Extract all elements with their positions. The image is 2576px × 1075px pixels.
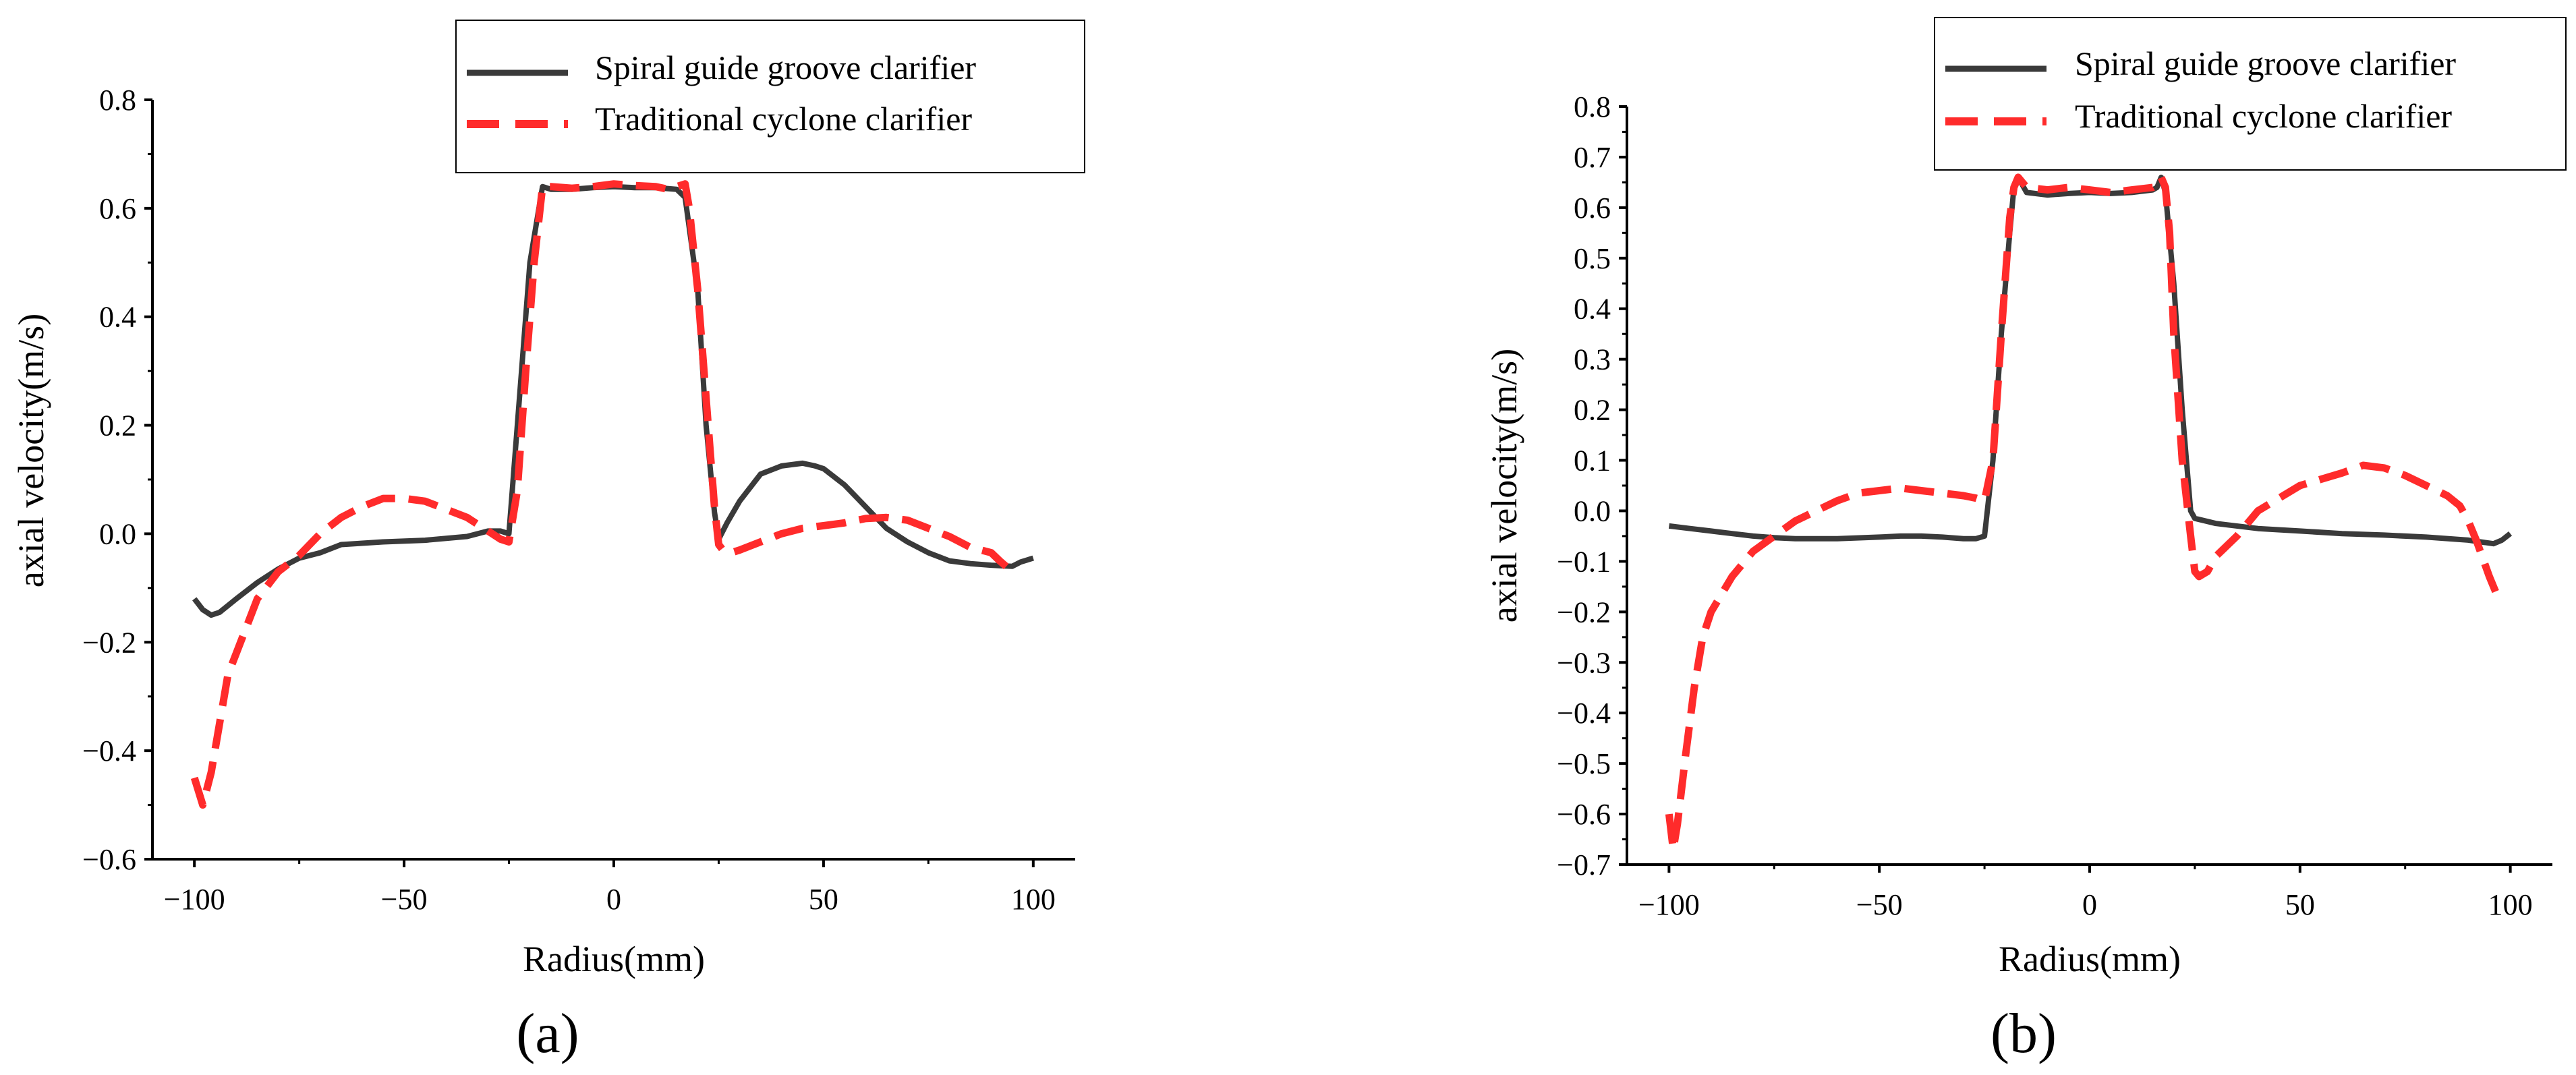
legend-box xyxy=(455,20,1085,173)
x-tick-label: 100 xyxy=(1011,883,1056,916)
y-tick-label: 0.0 xyxy=(99,517,136,550)
y-tick-label: −0.6 xyxy=(1557,798,1611,831)
y-tick-label: −0.1 xyxy=(1557,545,1611,578)
series-traditional-line xyxy=(190,180,1015,809)
series-group xyxy=(190,180,1034,809)
x-tick-label: 0 xyxy=(2082,888,2097,921)
x-tick-label: 50 xyxy=(2285,888,2315,921)
legend-label-traditional: Traditional cyclone clarifier xyxy=(595,100,972,138)
legend-label-spiral: Spiral guide groove clarifier xyxy=(595,49,976,86)
y-tick-label: 0.6 xyxy=(1574,192,1611,225)
y-tick-label: −0.2 xyxy=(82,626,136,659)
x-tick-label: 50 xyxy=(809,883,838,916)
legend-label-spiral: Spiral guide groove clarifier xyxy=(2075,45,2456,82)
y-tick-label: −0.3 xyxy=(1557,646,1611,679)
y-tick-label: 0.2 xyxy=(1574,394,1611,427)
x-axis-title: Radius(mm) xyxy=(1999,939,2181,979)
y-tick-label: 0.0 xyxy=(1574,494,1611,527)
y-tick-label: 0.7 xyxy=(1574,141,1611,174)
series-spiral-line xyxy=(1668,174,2513,547)
y-tick-label: 0.1 xyxy=(1574,444,1611,477)
x-axis-title: Radius(mm) xyxy=(523,939,705,979)
y-tick-label: 0.8 xyxy=(1574,90,1611,123)
series-spiral-line xyxy=(192,183,1034,618)
y-tick-label: 0.3 xyxy=(1574,343,1611,376)
x-tick-label: −50 xyxy=(381,883,428,916)
y-tick-label: −0.5 xyxy=(1557,747,1611,780)
y-tick-label: −0.6 xyxy=(82,843,136,876)
y-axis-title: axial velocity(m/s) xyxy=(11,314,51,587)
y-ticks: −0.7 −0.6 −0.5 −0.4 −0.3 −0.2 −0.1 0.0 0.1 0.2 0.3… xyxy=(1557,90,1627,881)
y-tick-label: 0.5 xyxy=(1574,242,1611,275)
y-tick-label: −0.4 xyxy=(82,734,136,767)
y-tick-label: −0.4 xyxy=(1557,697,1611,730)
legend-box xyxy=(1934,17,2567,171)
legend: Spiral guide groove clarifier Traditiona… xyxy=(1934,17,2567,171)
series-group xyxy=(1665,173,2513,853)
x-tick-label: −100 xyxy=(164,883,225,916)
y-tick-label: 0.2 xyxy=(99,409,136,442)
y-tick-label: 0.8 xyxy=(99,84,136,117)
panel-label: (a) xyxy=(516,1002,579,1065)
y-tick-label: 0.4 xyxy=(99,301,136,334)
x-ticks: −100 −50 0 50 100 xyxy=(1638,865,2533,921)
legend-label-traditional: Traditional cyclone clarifier xyxy=(2075,97,2452,135)
legend: Spiral guide groove clarifier Traditiona… xyxy=(455,20,1085,173)
x-ticks: −100 −50 0 50 100 xyxy=(164,859,1056,916)
x-tick-label: 100 xyxy=(2488,888,2533,921)
panel-label: (b) xyxy=(1991,1002,2057,1065)
y-tick-label: 0.6 xyxy=(99,192,136,225)
panel-b: −0.7 −0.6 −0.5 −0.4 −0.3 −0.2 −0.1 0.0 0.1 0.2 0.3… xyxy=(1484,17,2567,1065)
x-tick-label: −100 xyxy=(1638,888,1700,921)
y-axis-title: axial velocity(m/s) xyxy=(1484,349,1524,622)
series-traditional-line xyxy=(1665,173,2501,853)
x-tick-label: −50 xyxy=(1856,888,1903,921)
x-tick-label: 0 xyxy=(606,883,621,916)
panel-a: −0.6 −0.4 −0.2 0.0 0.2 0.4 0.6 0.8 −100 −50 0 50 10… xyxy=(11,20,1085,1065)
y-tick-label: 0.4 xyxy=(1574,293,1611,326)
y-tick-label: −0.7 xyxy=(1557,848,1611,881)
y-ticks: −0.6 −0.4 −0.2 0.0 0.2 0.4 0.6 0.8 xyxy=(82,84,152,876)
y-tick-label: −0.2 xyxy=(1557,595,1611,629)
